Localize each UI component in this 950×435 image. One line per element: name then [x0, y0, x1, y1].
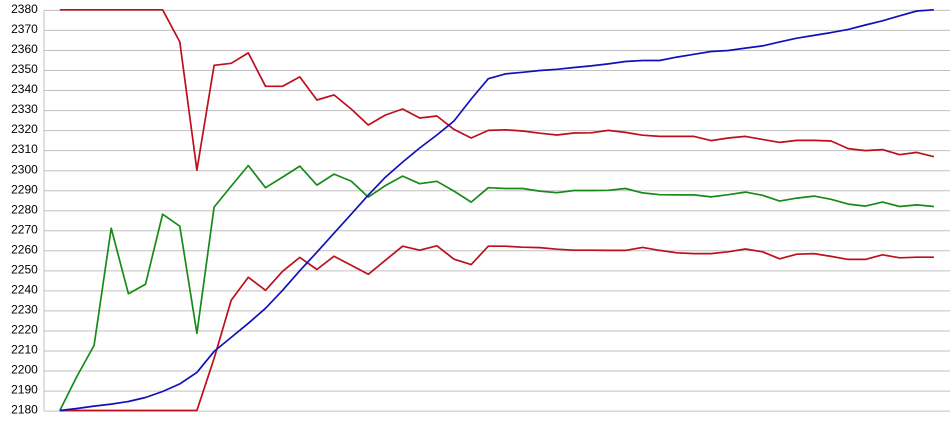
- svg-text:2370: 2370: [11, 22, 38, 36]
- svg-text:2230: 2230: [11, 303, 38, 317]
- svg-text:2180: 2180: [11, 403, 38, 417]
- svg-text:2260: 2260: [11, 242, 38, 256]
- svg-text:2240: 2240: [11, 283, 38, 297]
- svg-text:2330: 2330: [11, 102, 38, 116]
- svg-text:2210: 2210: [11, 343, 38, 357]
- svg-text:2300: 2300: [11, 162, 38, 176]
- svg-text:2270: 2270: [11, 222, 38, 236]
- svg-text:2340: 2340: [11, 82, 38, 96]
- svg-text:2310: 2310: [11, 142, 38, 156]
- svg-text:2220: 2220: [11, 323, 38, 337]
- svg-text:2360: 2360: [11, 42, 38, 56]
- svg-text:2320: 2320: [11, 122, 38, 136]
- svg-text:2280: 2280: [11, 202, 38, 216]
- svg-text:2250: 2250: [11, 263, 38, 277]
- svg-text:2200: 2200: [11, 363, 38, 377]
- svg-text:2380: 2380: [11, 2, 38, 16]
- svg-text:2190: 2190: [11, 383, 38, 397]
- svg-text:2350: 2350: [11, 62, 38, 76]
- svg-text:2290: 2290: [11, 182, 38, 196]
